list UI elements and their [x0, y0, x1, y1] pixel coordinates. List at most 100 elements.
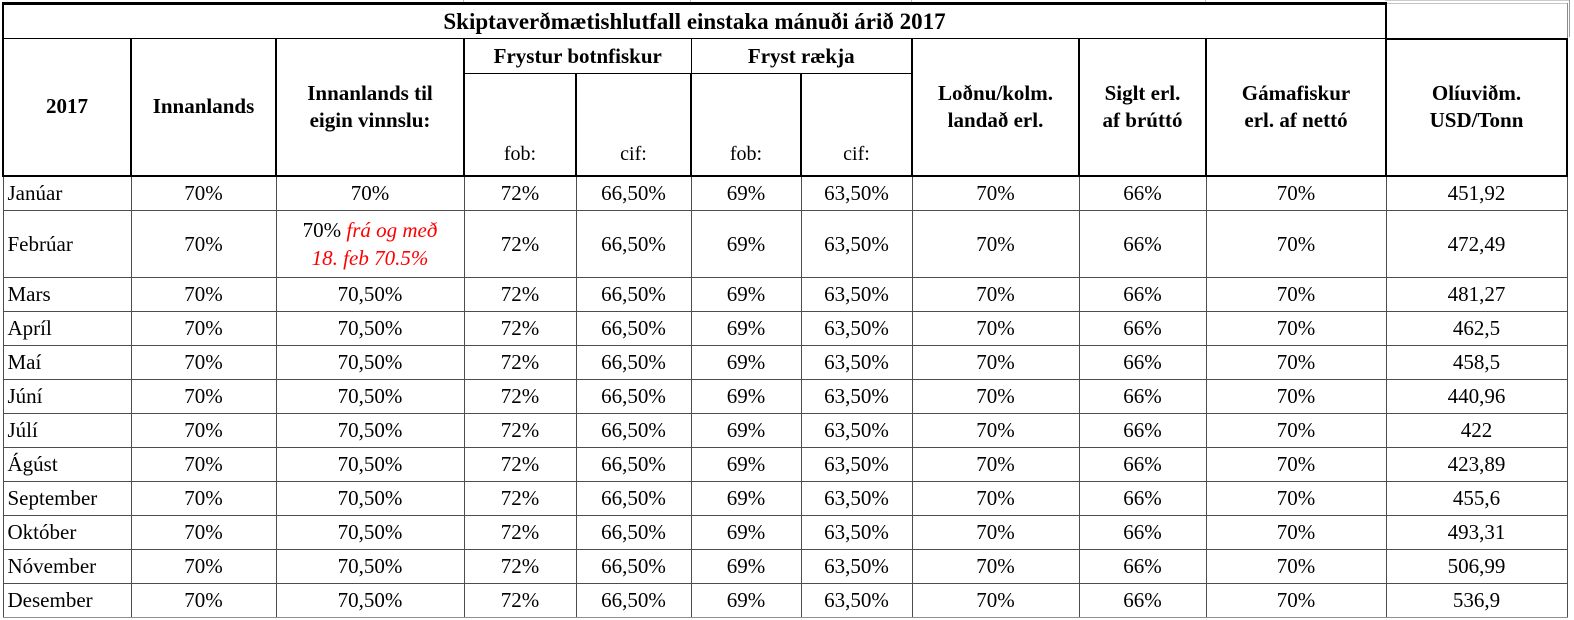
gamafiskur-cell: 70%: [1205, 515, 1387, 550]
raekja-cif-cell: 63,50%: [800, 277, 913, 312]
header-line: Gámafiskur: [1241, 80, 1351, 105]
eigin-vinnslu-cell: 70,50%: [275, 549, 465, 584]
header-gamafiskur: Gámafiskur erl. af nettó: [1205, 38, 1387, 177]
innanlands-cell: 70%: [130, 413, 277, 448]
header-line: Siglt erl.: [1104, 80, 1181, 105]
raekja-fob-cell: 69%: [690, 311, 802, 346]
innanlands-cell: 70%: [130, 549, 277, 584]
table-row: Ágúst 70% 70,50% 72% 66,50% 69% 63,50% 7…: [2, 447, 1568, 482]
lodnu-cell: 70%: [911, 447, 1080, 482]
raekja-cif-cell: 63,50%: [800, 413, 913, 448]
innanlands-cell: 70%: [130, 277, 277, 312]
month-cell: Janúar: [2, 175, 132, 211]
siglt-cell: 66%: [1078, 583, 1207, 618]
gamafiskur-cell: 70%: [1205, 210, 1387, 278]
table-row: Mars 70% 70,50% 72% 66,50% 69% 63,50% 70…: [2, 277, 1568, 312]
siglt-cell: 66%: [1078, 481, 1207, 516]
raekja-fob-cell: 69%: [690, 277, 802, 312]
month-cell: September: [2, 481, 132, 516]
siglt-cell: 66%: [1078, 413, 1207, 448]
eigin-vinnslu-cell: 70%: [275, 175, 465, 211]
botnfiskur-cif-cell: 66,50%: [575, 210, 692, 278]
gamafiskur-cell: 70%: [1205, 413, 1387, 448]
gamafiskur-cell: 70%: [1205, 481, 1387, 516]
lodnu-cell: 70%: [911, 549, 1080, 584]
eigin-vinnslu-cell: 70,50%: [275, 481, 465, 516]
raekja-cif-cell: 63,50%: [800, 447, 913, 482]
botnfiskur-cif-cell: 66,50%: [575, 345, 692, 380]
botnfiskur-cif-cell: 66,50%: [575, 481, 692, 516]
gamafiskur-cell: 70%: [1205, 379, 1387, 414]
note-prefix: 70%: [302, 218, 347, 242]
oliuvidm-cell: 440,96: [1385, 379, 1568, 414]
botnfiskur-fob-cell: 72%: [463, 379, 577, 414]
raekja-fob-cell: 69%: [690, 481, 802, 516]
botnfiskur-fob-cell: 72%: [463, 277, 577, 312]
botnfiskur-cif-cell: 66,50%: [575, 175, 692, 211]
gamafiskur-cell: 70%: [1205, 549, 1387, 584]
raekja-cif-cell: 63,50%: [800, 345, 913, 380]
botnfiskur-fob-cell: 72%: [463, 345, 577, 380]
siglt-cell: 66%: [1078, 210, 1207, 278]
botnfiskur-fob-cell: 72%: [463, 311, 577, 346]
header-line: eigin vinnslu:: [309, 107, 431, 132]
botnfiskur-fob-cell: 72%: [463, 515, 577, 550]
month-cell: Júlí: [2, 413, 132, 448]
month-cell: Apríl: [2, 311, 132, 346]
header-lodnu-kolm: Loðnu/kolm. landað erl.: [911, 38, 1080, 177]
header-siglt-erl: Siglt erl. af brúttó: [1078, 38, 1207, 177]
subheader-raekja-fob: fob:: [690, 73, 802, 177]
botnfiskur-cif-cell: 66,50%: [575, 515, 692, 550]
month-cell: Maí: [2, 345, 132, 380]
botnfiskur-cif-cell: 66,50%: [575, 583, 692, 618]
innanlands-cell: 70%: [130, 515, 277, 550]
botnfiskur-fob-cell: 72%: [463, 175, 577, 211]
raekja-fob-cell: 69%: [690, 549, 802, 584]
gamafiskur-cell: 70%: [1205, 277, 1387, 312]
eigin-vinnslu-cell-february-note: 70% frá og með 18. feb 70.5%: [275, 210, 465, 278]
raekja-fob-cell: 69%: [690, 345, 802, 380]
gridline-remnant: [911, 0, 912, 2]
eigin-vinnslu-cell: 70,50%: [275, 311, 465, 346]
raekja-fob-cell: 69%: [690, 210, 802, 278]
botnfiskur-fob-cell: 72%: [463, 413, 577, 448]
innanlands-cell: 70%: [130, 481, 277, 516]
month-cell: Nóvember: [2, 549, 132, 584]
month-cell: Júní: [2, 379, 132, 414]
eigin-vinnslu-cell: 70,50%: [275, 583, 465, 618]
eigin-vinnslu-cell: 70,50%: [275, 345, 465, 380]
innanlands-cell: 70%: [130, 210, 277, 278]
raekja-fob-cell: 69%: [690, 447, 802, 482]
eigin-vinnslu-cell: 70,50%: [275, 413, 465, 448]
lodnu-cell: 70%: [911, 210, 1080, 278]
header-innanlands-eigin-vinnslu: Innanlands til eigin vinnslu:: [275, 38, 465, 177]
note-red-line2: 18. feb 70.5%: [311, 246, 429, 270]
gridline-remnant: [690, 0, 691, 2]
gamafiskur-cell: 70%: [1205, 447, 1387, 482]
note-red-line1: frá og með: [346, 218, 438, 242]
eigin-vinnslu-cell: 70,50%: [275, 447, 465, 482]
gamafiskur-cell: 70%: [1205, 345, 1387, 380]
header-line: USD/Tonn: [1429, 108, 1524, 132]
eigin-vinnslu-cell: 70,50%: [275, 277, 465, 312]
innanlands-cell: 70%: [130, 583, 277, 618]
siglt-cell: 66%: [1078, 549, 1207, 584]
month-cell: Október: [2, 515, 132, 550]
innanlands-cell: 70%: [130, 447, 277, 482]
header-line: af brúttó: [1102, 107, 1183, 132]
table-row: Október 70% 70,50% 72% 66,50% 69% 63,50%…: [2, 515, 1568, 550]
raekja-cif-cell: 63,50%: [800, 481, 913, 516]
oliuvidm-cell: 462,5: [1385, 311, 1568, 346]
siglt-cell: 66%: [1078, 175, 1207, 211]
gamafiskur-cell: 70%: [1205, 175, 1387, 211]
subheader-botnfiskur-fob: fob:: [463, 73, 577, 177]
table-row: Apríl 70% 70,50% 72% 66,50% 69% 63,50% 7…: [2, 311, 1568, 346]
lodnu-cell: 70%: [911, 277, 1080, 312]
subheader-raekja-cif: cif:: [800, 73, 913, 177]
header-fryst-raekja: Fryst rækja: [690, 38, 913, 74]
oliuvidm-cell: 493,31: [1385, 515, 1568, 550]
botnfiskur-cif-cell: 66,50%: [575, 277, 692, 312]
oliuvidm-cell: 481,27: [1385, 277, 1568, 312]
